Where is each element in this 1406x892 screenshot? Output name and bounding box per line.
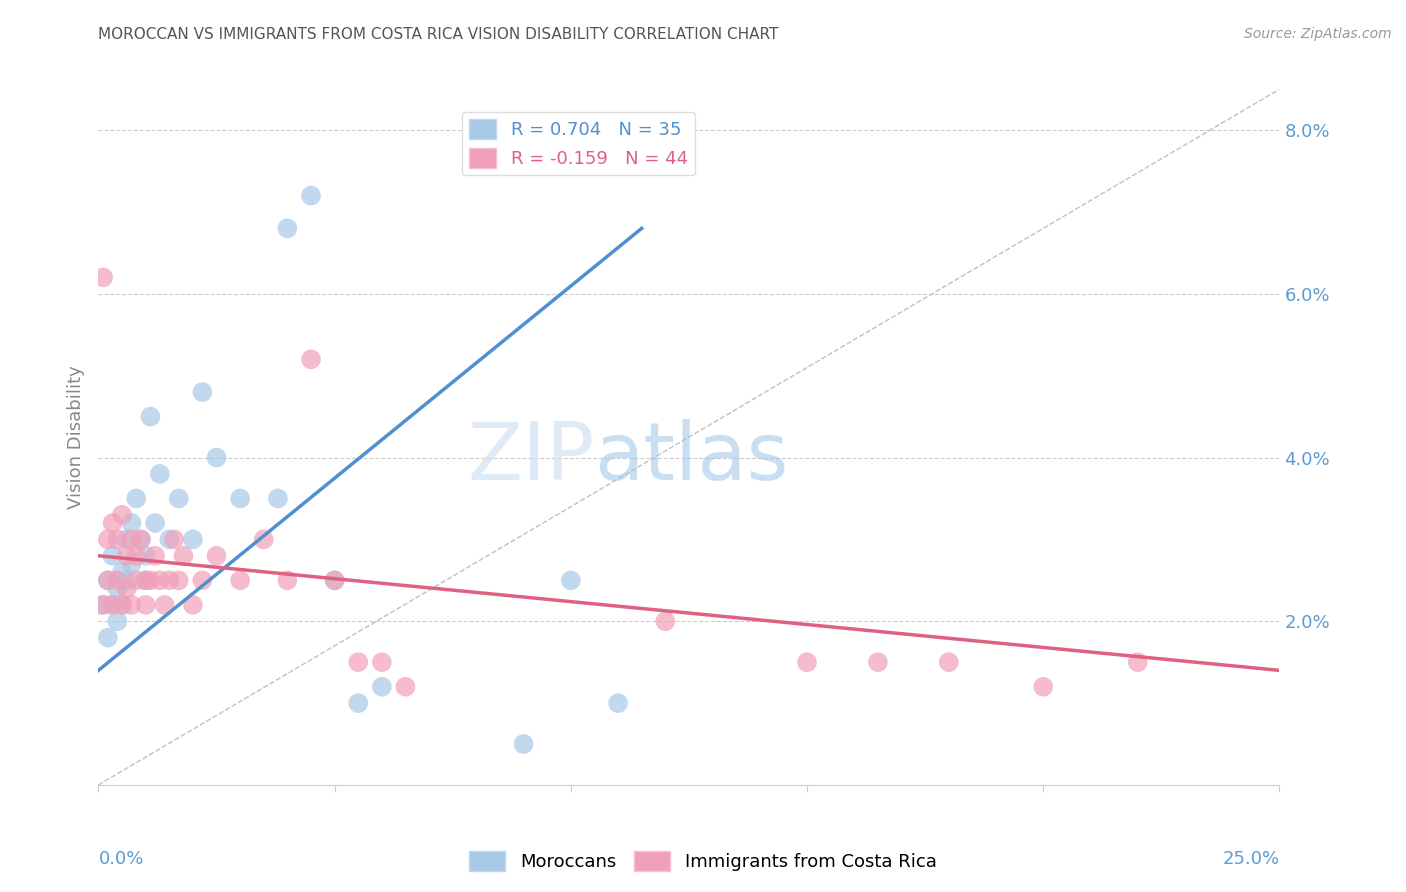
Point	[1126, 655, 1149, 669]
Text: MOROCCAN VS IMMIGRANTS FROM COSTA RICA VISION DISABILITY CORRELATION CHART: MOROCCAN VS IMMIGRANTS FROM COSTA RICA V…	[98, 27, 779, 42]
Point	[607, 696, 630, 710]
Point	[205, 549, 228, 563]
Point	[135, 598, 157, 612]
Point	[105, 614, 128, 628]
Point	[143, 549, 166, 563]
Point	[347, 655, 370, 669]
Point	[97, 574, 120, 588]
Point	[101, 516, 124, 530]
Point	[229, 574, 252, 588]
Text: ZIP: ZIP	[467, 419, 595, 497]
Point	[111, 598, 134, 612]
Point	[276, 221, 298, 235]
Point	[157, 574, 180, 588]
Point	[125, 491, 148, 506]
Point	[654, 614, 676, 628]
Point	[1032, 680, 1054, 694]
Point	[129, 533, 152, 547]
Point	[347, 696, 370, 710]
Point	[167, 491, 190, 506]
Point	[167, 574, 190, 588]
Point	[205, 450, 228, 465]
Point	[512, 737, 534, 751]
Point	[111, 565, 134, 579]
Point	[796, 655, 818, 669]
Point	[105, 574, 128, 588]
Point	[181, 598, 204, 612]
Point	[191, 385, 214, 400]
Point	[143, 516, 166, 530]
Point	[115, 574, 138, 588]
Point	[163, 533, 186, 547]
Point	[938, 655, 960, 669]
Point	[172, 549, 194, 563]
Point	[129, 533, 152, 547]
Point	[101, 598, 124, 612]
Point	[115, 533, 138, 547]
Point	[323, 574, 346, 588]
Point	[276, 574, 298, 588]
Text: 0.0%: 0.0%	[98, 850, 143, 869]
Legend: Moroccans, Immigrants from Costa Rica: Moroccans, Immigrants from Costa Rica	[463, 844, 943, 879]
Point	[105, 533, 128, 547]
Point	[866, 655, 889, 669]
Point	[97, 533, 120, 547]
Point	[115, 582, 138, 596]
Point	[135, 549, 157, 563]
Point	[267, 491, 290, 506]
Point	[371, 680, 394, 694]
Point	[97, 631, 120, 645]
Text: Source: ZipAtlas.com: Source: ZipAtlas.com	[1244, 27, 1392, 41]
Point	[125, 574, 148, 588]
Point	[299, 352, 322, 367]
Point	[149, 467, 172, 481]
Point	[191, 574, 214, 588]
Point	[121, 533, 143, 547]
Y-axis label: Vision Disability: Vision Disability	[66, 365, 84, 509]
Point	[125, 549, 148, 563]
Point	[97, 574, 120, 588]
Point	[101, 598, 124, 612]
Point	[394, 680, 416, 694]
Point	[371, 655, 394, 669]
Point	[111, 508, 134, 522]
Point	[139, 574, 162, 588]
Point	[135, 574, 157, 588]
Legend: R = 0.704   N = 35, R = -0.159   N = 44: R = 0.704 N = 35, R = -0.159 N = 44	[461, 112, 695, 176]
Point	[91, 598, 114, 612]
Point	[105, 582, 128, 596]
Point	[101, 549, 124, 563]
Point	[157, 533, 180, 547]
Text: 25.0%: 25.0%	[1222, 850, 1279, 869]
Point	[323, 574, 346, 588]
Point	[229, 491, 252, 506]
Point	[139, 409, 162, 424]
Point	[153, 598, 176, 612]
Point	[149, 574, 172, 588]
Point	[121, 598, 143, 612]
Point	[111, 598, 134, 612]
Point	[135, 574, 157, 588]
Point	[121, 557, 143, 571]
Point	[115, 549, 138, 563]
Point	[299, 188, 322, 202]
Point	[181, 533, 204, 547]
Point	[91, 598, 114, 612]
Point	[560, 574, 582, 588]
Text: atlas: atlas	[595, 419, 789, 497]
Point	[253, 533, 276, 547]
Point	[121, 516, 143, 530]
Point	[91, 270, 114, 285]
